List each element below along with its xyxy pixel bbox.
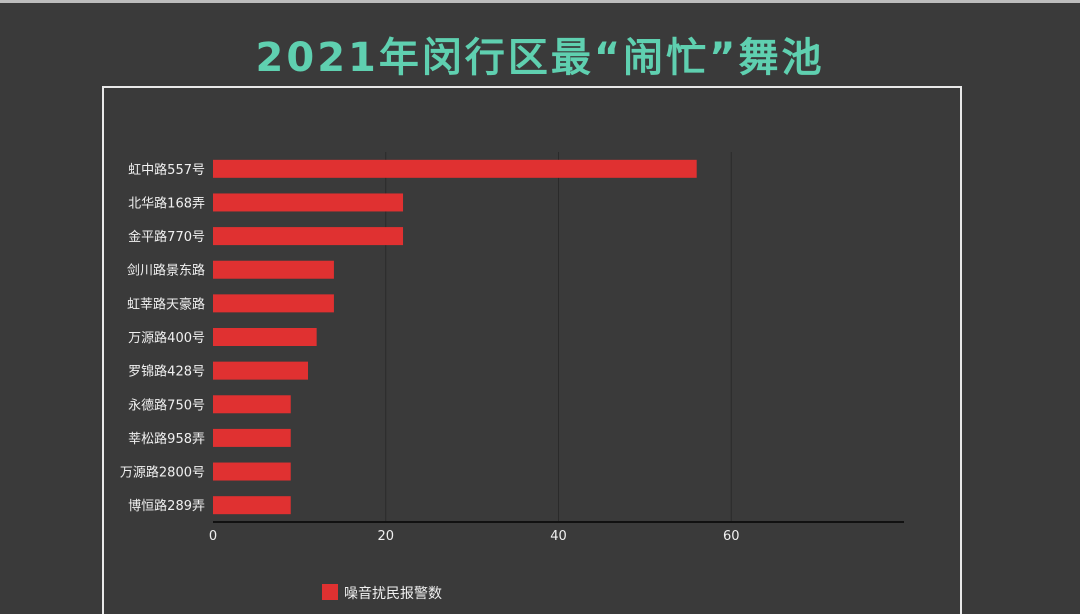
bar-9 xyxy=(213,462,291,481)
x-tick-label-20: 20 xyxy=(377,529,394,544)
bar-4 xyxy=(213,294,334,313)
chart-frame: 虹中路557号 北华路168弄 金平路770号 剑川路景东路 虹莘路天豪路 万源路400号… xyxy=(102,86,962,614)
x-tick-label-0: 0 xyxy=(209,529,217,544)
bar-7 xyxy=(213,395,291,414)
category-label-9: 万源路2800号 xyxy=(120,465,205,481)
category-label-8: 莘松路958弄 xyxy=(128,431,205,447)
bar-5 xyxy=(213,328,317,346)
category-label-5: 万源路400号 xyxy=(128,330,205,346)
top-border xyxy=(0,0,1080,3)
category-label-3: 剑川路景东路 xyxy=(127,263,205,279)
bar-8 xyxy=(213,428,291,447)
legend-label: 噪音扰民报警数 xyxy=(344,585,442,602)
category-label-1: 北华路168弄 xyxy=(128,195,205,211)
bar-0 xyxy=(213,159,697,178)
category-label-4: 虹莘路天豪路 xyxy=(127,296,205,312)
bar-1 xyxy=(213,193,404,212)
chart-title: 2021年闵行区最“闹忙”舞池 xyxy=(255,35,825,81)
category-label-7: 永德路750号 xyxy=(128,397,205,413)
bar-2 xyxy=(213,227,404,246)
bar-3 xyxy=(213,260,334,279)
category-label-2: 金平路770号 xyxy=(128,229,205,245)
x-tick-label-40: 40 xyxy=(550,529,567,544)
x-tick-label-60: 60 xyxy=(723,529,740,544)
bar-6 xyxy=(213,361,309,380)
category-label-10: 博恒路289弄 xyxy=(128,498,205,514)
bar-10 xyxy=(213,496,291,515)
category-label-6: 罗锦路428号 xyxy=(128,364,205,380)
bar-chart: 虹中路557号北华路168弄金平路770号剑川路景东路虹莘路天豪路万源路400号… xyxy=(120,152,904,602)
legend-swatch xyxy=(322,584,338,600)
category-label-0: 虹中路557号 xyxy=(128,162,205,178)
